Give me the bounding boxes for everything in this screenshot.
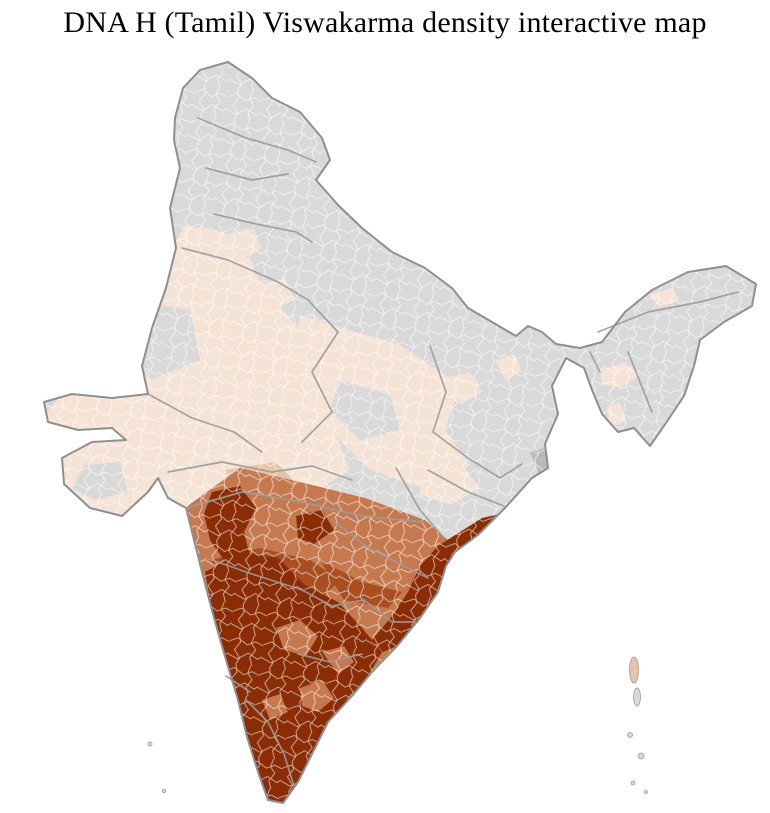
state-boundary [627,351,653,413]
nicobar-island[interactable] [627,732,633,738]
lakshadweep-island[interactable] [147,741,153,747]
state-boundary [245,699,295,787]
nicobar-island[interactable] [637,752,645,760]
state-boundary [395,467,445,539]
state-boundary [147,393,263,453]
state-boundary [427,469,505,507]
state-boundary [597,291,739,333]
page-title: DNA H (Tamil) Viswakarma density interac… [63,6,707,39]
state-boundary [185,491,423,523]
india-outline [43,61,757,804]
state-boundary [181,247,309,301]
state-boundary [331,519,429,579]
andaman-island[interactable] [629,656,639,684]
state-boundary [297,653,363,663]
state-boundaries [147,117,739,787]
state-boundary [167,461,353,481]
nicobar-island[interactable] [630,780,636,786]
lakshadweep-island[interactable] [161,788,167,794]
andaman-island[interactable] [633,687,641,707]
nicobar-island[interactable] [644,790,648,794]
state-boundary [432,431,523,479]
state-boundary [429,345,447,433]
lakshadweep-islands[interactable] [147,741,167,794]
state-boundary [205,167,289,181]
state-boundary [589,351,601,373]
state-boundary [205,557,333,607]
state-boundary [213,213,313,243]
state-boundary [301,299,339,443]
state-boundary [197,117,317,163]
andaman-nicobar-islands[interactable] [627,656,648,794]
state-boundary [225,675,251,693]
state-boundary [331,599,419,623]
